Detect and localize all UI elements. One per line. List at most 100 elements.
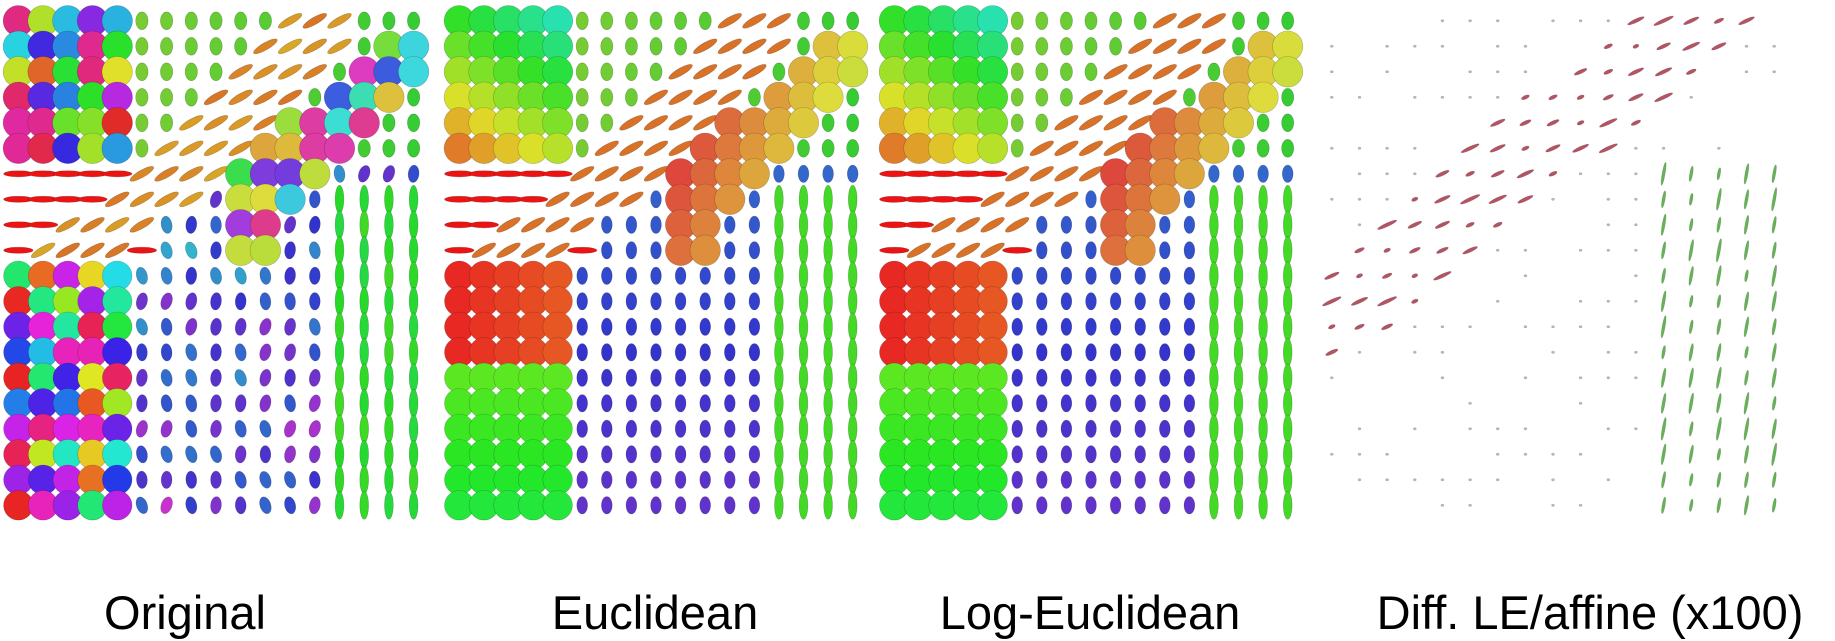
glyph — [349, 108, 380, 139]
glyph — [1469, 402, 1472, 404]
glyph — [799, 364, 808, 392]
glyph — [1234, 389, 1243, 417]
glyph — [1716, 217, 1722, 233]
glyph — [385, 389, 394, 417]
glyph — [1151, 87, 1178, 107]
glyph — [1627, 15, 1645, 26]
glyph — [1411, 298, 1419, 304]
glyph — [308, 496, 322, 515]
glyph — [544, 215, 571, 235]
glyph — [1330, 96, 1333, 98]
glyph — [308, 445, 321, 464]
glyph — [398, 57, 429, 88]
glyph — [409, 313, 418, 341]
glyph — [1012, 420, 1023, 437]
glyph — [1496, 479, 1499, 481]
glyph — [1688, 266, 1694, 286]
glyph — [208, 444, 223, 464]
glyph — [234, 343, 248, 362]
glyph — [235, 37, 247, 55]
glyph — [128, 164, 155, 184]
glyph — [741, 11, 768, 31]
glyph — [102, 389, 132, 419]
glyph — [1548, 94, 1558, 101]
glyph — [283, 394, 297, 413]
glyph — [252, 36, 279, 56]
glyph — [675, 267, 686, 284]
glyph — [210, 292, 223, 311]
glyph — [1413, 96, 1416, 98]
glyph — [1743, 417, 1750, 440]
glyph — [1282, 165, 1293, 182]
glyph — [824, 211, 833, 239]
glyph — [1200, 36, 1227, 56]
glyph — [360, 313, 369, 341]
glyph — [1184, 446, 1195, 463]
glyph — [1634, 377, 1637, 379]
glyph — [643, 113, 670, 133]
glyph — [1545, 143, 1561, 153]
glyph — [208, 189, 224, 209]
glyph — [930, 215, 957, 235]
glyph — [1358, 453, 1361, 455]
glyph — [184, 317, 199, 337]
glyph — [577, 446, 588, 463]
glyph — [626, 293, 637, 310]
glyph — [1413, 45, 1416, 47]
glyph — [1283, 491, 1292, 519]
glyph — [1259, 211, 1268, 239]
glyph — [1743, 316, 1749, 337]
glyph — [1579, 326, 1582, 328]
glyph — [1210, 338, 1219, 366]
glyph — [1607, 198, 1610, 200]
glyph — [1234, 440, 1243, 468]
glyph — [1771, 187, 1778, 211]
glyph — [1413, 326, 1416, 328]
glyph — [235, 496, 247, 514]
glyph — [324, 133, 355, 164]
glyph — [360, 389, 369, 417]
glyph — [1127, 36, 1154, 56]
glyph — [1110, 497, 1121, 514]
glyph — [277, 62, 304, 82]
glyph — [309, 190, 321, 208]
glyph — [335, 211, 344, 239]
glyph — [1552, 479, 1555, 481]
glyph — [210, 63, 222, 81]
glyph — [1490, 169, 1505, 178]
glyph — [1283, 262, 1292, 290]
glyph — [601, 395, 612, 412]
glyph — [178, 164, 205, 184]
glyph — [543, 389, 573, 419]
glyph — [1743, 291, 1749, 311]
glyph — [1602, 93, 1614, 101]
glyph — [847, 139, 859, 157]
glyph — [543, 338, 573, 368]
glyph — [1036, 12, 1048, 30]
glyph — [153, 164, 180, 184]
glyph — [383, 139, 395, 157]
glyph — [78, 196, 108, 202]
glyph — [675, 446, 686, 463]
glyph — [326, 36, 353, 56]
glyph — [335, 338, 344, 366]
glyph — [798, 165, 809, 182]
glyph — [569, 215, 596, 235]
glyph — [282, 470, 297, 490]
glyph — [520, 240, 547, 260]
glyph — [335, 389, 344, 417]
glyph — [309, 471, 322, 489]
glyph — [227, 113, 254, 133]
glyph — [161, 471, 172, 489]
glyph — [1085, 37, 1097, 55]
glyph — [1036, 37, 1048, 55]
glyph — [277, 11, 304, 31]
glyph — [1717, 147, 1720, 149]
glyph — [135, 368, 148, 387]
glyph — [978, 338, 1008, 368]
glyph — [407, 114, 419, 132]
glyph — [764, 133, 794, 164]
glyph — [1738, 15, 1755, 26]
glyph — [1028, 164, 1055, 184]
glyph — [160, 88, 172, 106]
